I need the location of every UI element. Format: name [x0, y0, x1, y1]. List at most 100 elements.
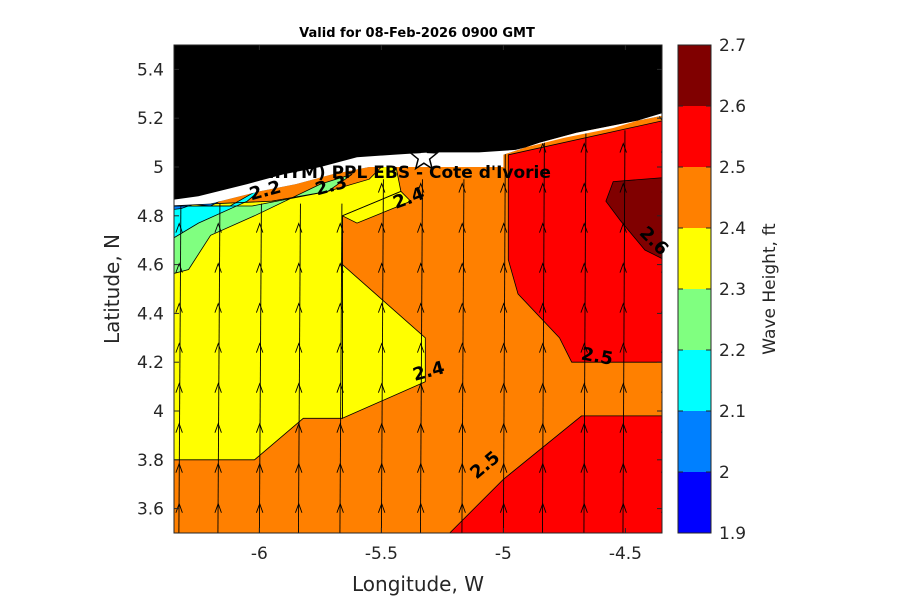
arrow-head — [336, 382, 344, 393]
arrow-head — [336, 422, 344, 433]
arrow-head — [377, 222, 386, 233]
arrow-head — [295, 422, 303, 433]
arrow-head — [377, 462, 386, 473]
colorbar-tick-label: 2.4 — [719, 219, 746, 239]
arrow-head — [458, 262, 466, 273]
arrow-head — [619, 182, 627, 193]
colorbar-segment — [678, 411, 711, 472]
colorbar-segment — [678, 350, 711, 411]
contour-line-band-2.3-2.4-north — [341, 190, 412, 224]
arrow-head — [175, 302, 183, 313]
arrow-shaft — [178, 203, 182, 533]
x-tick-label: -5 — [495, 544, 512, 564]
arrow-shaft — [297, 203, 301, 533]
arrow-shaft — [622, 130, 626, 533]
contour-line-band-2.6-2.7 — [605, 177, 662, 259]
arrow-head — [458, 462, 466, 473]
arrow-head — [580, 462, 588, 473]
arrow-head — [377, 182, 386, 193]
arrow-head — [458, 502, 466, 513]
arrow-head — [417, 262, 425, 273]
arrow-head — [214, 502, 222, 513]
arrow-head — [458, 302, 466, 313]
arrow-head — [619, 222, 627, 233]
colorbar-tick-label: 2.3 — [719, 280, 746, 300]
y-tick-label: 5 — [153, 158, 164, 178]
arrow-head — [499, 182, 508, 193]
colorbar-tick-label: 2.5 — [719, 158, 746, 178]
arrow-head — [619, 462, 627, 473]
arrow-head — [499, 222, 508, 233]
arrow-head — [417, 302, 425, 313]
arrow-head — [458, 222, 466, 233]
arrow-head — [175, 342, 183, 353]
plot-frame — [173, 44, 663, 534]
arrow-head — [295, 462, 303, 473]
y-tick-label: 4 — [153, 402, 164, 422]
arrow-head — [295, 382, 303, 393]
arrow-head — [417, 182, 425, 193]
arrow-head — [377, 342, 386, 353]
arrow-head — [619, 142, 627, 153]
arrow-head — [295, 502, 303, 513]
arrow-head — [417, 222, 425, 233]
arrow-head — [336, 502, 344, 513]
station-star-icon — [408, 141, 440, 171]
y-tick-label: 3.6 — [137, 500, 164, 520]
arrow-head — [295, 222, 303, 233]
colorbar-segment — [678, 167, 711, 228]
arrow-head — [175, 422, 183, 433]
arrow-head — [175, 502, 183, 513]
arrow-head — [580, 182, 588, 193]
arrow-head — [580, 382, 588, 393]
arrow-head — [214, 302, 222, 313]
arrow-head — [377, 502, 386, 513]
colorbar-tick-label: 2.6 — [719, 97, 746, 117]
plot-area — [174, 45, 666, 533]
colorbar-segment — [678, 472, 711, 533]
arrow-head — [214, 222, 222, 233]
arrow-head — [417, 382, 425, 393]
arrow-head — [619, 422, 627, 433]
arrow-head — [417, 502, 425, 513]
arrow-head — [377, 422, 386, 433]
station-label: (ONHYM) PPL EBS - Cote d'Ivorie — [238, 163, 551, 183]
arrow-head — [175, 222, 183, 233]
arrow-head — [175, 462, 183, 473]
arrow-shaft — [380, 179, 384, 533]
arrow-head — [214, 462, 222, 473]
arrow-head — [580, 342, 588, 353]
arrow-head — [255, 342, 264, 353]
contour-line-band-2.5-2.6-east — [507, 120, 662, 363]
arrow-head — [499, 342, 508, 353]
chart-title: Valid for 08-Feb-2026 0900 GMT — [299, 26, 535, 41]
x-tick-label: -6 — [251, 544, 268, 564]
arrow-head — [499, 382, 508, 393]
arrow-head — [295, 302, 303, 313]
arrow-shaft — [217, 203, 221, 533]
colorbar-segment — [678, 106, 711, 167]
x-tick-label: -5.5 — [365, 544, 398, 564]
colorbar-tick-label: 2.2 — [719, 341, 746, 361]
arrow-head — [619, 262, 627, 273]
arrow-shaft — [419, 179, 423, 533]
arrow-head — [255, 502, 264, 513]
arrow-shaft — [541, 130, 545, 533]
contour-band-2.6-2.7 — [605, 177, 662, 259]
y-tick-label: 4.6 — [137, 256, 164, 276]
arrow-head — [255, 222, 264, 233]
arrow-head — [336, 262, 344, 273]
arrow-shaft — [664, 130, 666, 533]
arrow-head — [214, 422, 222, 433]
y-tick-label: 4.2 — [137, 353, 164, 373]
contour-line-band-2.3-2.4-bulge — [342, 215, 426, 419]
arrow-head — [377, 262, 386, 273]
arrow-head — [539, 342, 547, 353]
arrow-head — [619, 342, 627, 353]
arrow-head — [458, 422, 466, 433]
contour-line-band-2.2-2.3 — [174, 173, 353, 274]
arrow-head — [214, 382, 222, 393]
arrow-head — [580, 302, 588, 313]
arrow-head — [255, 462, 264, 473]
y-axis-label: Latitude, N — [100, 234, 124, 344]
